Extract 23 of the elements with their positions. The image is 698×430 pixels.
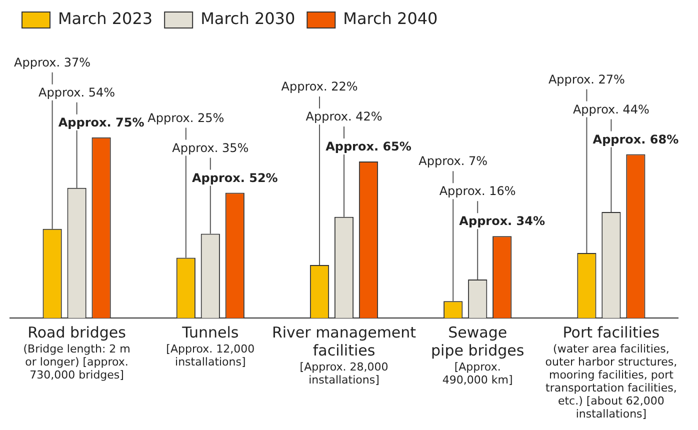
- data-label: Approx. 7%: [418, 154, 488, 168]
- data-label: Approx. 52%: [192, 170, 278, 185]
- data-label: Approx. 68%: [592, 132, 679, 146]
- x-tick-label: Sewage pipe bridges [Approx. 490,000 km]: [431, 323, 524, 386]
- data-label: Approx. 75%: [58, 115, 144, 130]
- data-label: Approx. 44%: [572, 102, 650, 116]
- x-tick-label: River management facilities [Approx. 28,000 installations]: [272, 323, 416, 386]
- data-label: Approx. 54%: [38, 85, 116, 100]
- data-label: Approx. 37%: [14, 55, 91, 70]
- data-label: Approx. 25%: [148, 110, 224, 125]
- data-label: Approx. 35%: [172, 140, 249, 155]
- data-label: Approx. 34%: [459, 214, 546, 228]
- x-tick-label: Port facilities (water area facilities, outer harbor structures, mooring facilities, port transportation facilities, etc.) [about 62,000 installations]: [545, 323, 678, 420]
- legend-label: March 2040: [343, 9, 438, 28]
- data-label: Approx. 27%: [548, 72, 625, 86]
- legend-label: March 2023: [58, 9, 153, 28]
- data-label: Approx. 42%: [306, 110, 382, 124]
- data-label: Approx. 16%: [439, 184, 516, 198]
- data-label: Approx. 22%: [281, 80, 358, 94]
- x-tick-label: Tunnels [Approx. 12,000 installations]: [166, 323, 255, 368]
- data-label: Approx. 65%: [326, 140, 412, 154]
- legend-label: March 2030: [200, 9, 296, 28]
- x-tick-label: Road bridges (Bridge length: 2 m or longer) [approx. 730,000 bridges]: [23, 323, 130, 382]
